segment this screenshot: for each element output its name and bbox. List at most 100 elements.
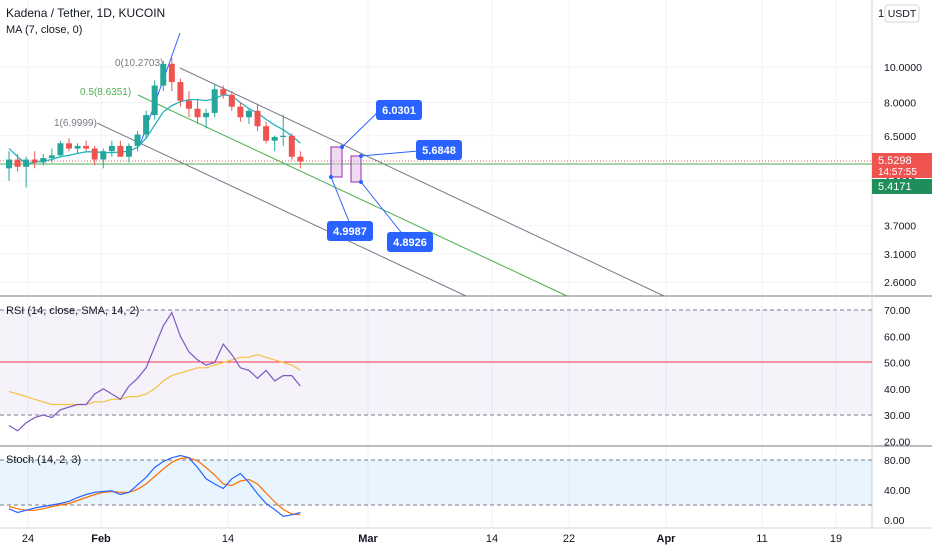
candle [185,91,192,118]
rsi-tick-label: 40.00 [884,384,910,396]
connector-4 [360,181,405,237]
stoch-band [0,460,872,505]
time-tick-label: 11 [756,533,767,545]
time-tick-label: 19 [830,533,842,545]
connector-3 [330,176,351,225]
candle [168,57,175,92]
projection-box-2[interactable] [350,155,362,183]
callout-box[interactable] [387,232,433,252]
candle-body [74,145,81,149]
candle-body [280,135,287,137]
candle-body [185,100,192,109]
channel-line-middle[interactable] [137,94,568,297]
candle-body [151,85,158,116]
rsi-tick-label: 30.00 [884,410,910,422]
time-tick-label: Apr [657,533,677,545]
projection-box-1[interactable] [330,146,343,178]
candle [194,98,201,124]
rsi-line [8,311,301,432]
callout-label: 6.0301 [382,105,416,117]
candle-body [203,112,210,118]
support-price-tag [872,179,932,194]
callout-label: 4.9987 [333,226,367,238]
candle-body [228,94,235,107]
candle [74,143,81,154]
fib-level-05-label: 0.5(8.6351) [80,87,131,98]
candle-body [14,159,21,167]
candle [271,135,278,152]
candle [151,80,158,120]
candle [288,133,295,160]
price-tick-label: 10.0000 [884,62,922,74]
rsi-axis-ticks: 70.00 60.00 50.00 40.00 30.00 20.00 [884,305,910,448]
candle [40,153,47,166]
callout-4-9987[interactable]: 4.9987 [327,221,373,241]
time-tick-label: 14 [486,533,498,545]
current-price-countdown: 14:57:55 [878,167,917,178]
candle [228,91,235,111]
callout-box[interactable] [416,140,462,160]
candle [220,85,227,99]
callout-4-8926[interactable]: 4.8926 [387,232,433,252]
callout-label: 4.8926 [393,237,427,249]
candle-body [168,63,175,83]
rsi-tick-label: 70.00 [884,305,910,317]
currency-label: USDT [888,8,917,20]
candle-body [125,145,132,157]
ma-line [8,94,301,165]
candle-body [6,159,12,169]
candle-body [65,143,72,149]
candle [177,78,184,107]
price-tick-label: 8.0000 [884,98,916,110]
callout-box[interactable] [327,221,373,241]
candle [83,140,90,152]
stoch-tick-label: 0.00 [884,515,905,527]
callout-box[interactable] [376,100,422,120]
candle-body [220,89,227,95]
candle [211,83,218,118]
vertical-grid [27,0,837,528]
rsi-legend: RSI (14, close, SMA, 14, 2) [6,305,139,317]
stoch-legend: Stoch (14, 2, 3) [6,454,81,466]
candle-body [57,143,64,156]
candle [245,108,252,124]
price-tick-label: 2.6000 [884,277,916,289]
candle-body [271,136,278,141]
candle [254,104,261,131]
connector-2 [360,150,419,157]
candle [23,156,30,188]
channel-line-lower[interactable] [96,122,467,297]
channel-line-upper[interactable] [179,67,665,297]
candle [31,151,38,169]
candle-body [160,63,167,86]
stoch-tick-label: 40.00 [884,485,910,497]
ma-legend: MA (7, close, 0) [6,24,82,36]
anchor-3 [329,175,333,179]
current-price-value: 5.5298 [878,155,912,167]
log-marker: 1 [878,8,884,20]
rsi-tick-label: 60.00 [884,331,910,343]
currency-button[interactable] [884,4,920,23]
rsi-tick-label: 20.00 [884,436,910,448]
callout-5-6848[interactable]: 5.6848 [416,140,462,160]
time-tick-label: 22 [563,533,575,545]
callout-label: 5.6848 [422,145,456,157]
anchor-2 [359,154,363,158]
candle [117,140,124,157]
rsi-tick-label: 50.00 [884,358,910,370]
fib-level-1-label: 1(6.9999) [54,118,97,129]
candle-body [100,151,107,160]
candle-body [40,158,47,163]
anchor-1 [340,145,344,149]
candle-body [263,126,270,141]
callout-6-0301[interactable]: 6.0301 [376,100,422,120]
candle-body [117,145,124,157]
candle [108,140,115,157]
candle-body [143,115,150,135]
stoch-d-line [8,457,301,516]
candle-body [83,145,90,149]
candle [237,102,244,122]
candle [134,130,141,152]
candle-body [108,145,115,152]
